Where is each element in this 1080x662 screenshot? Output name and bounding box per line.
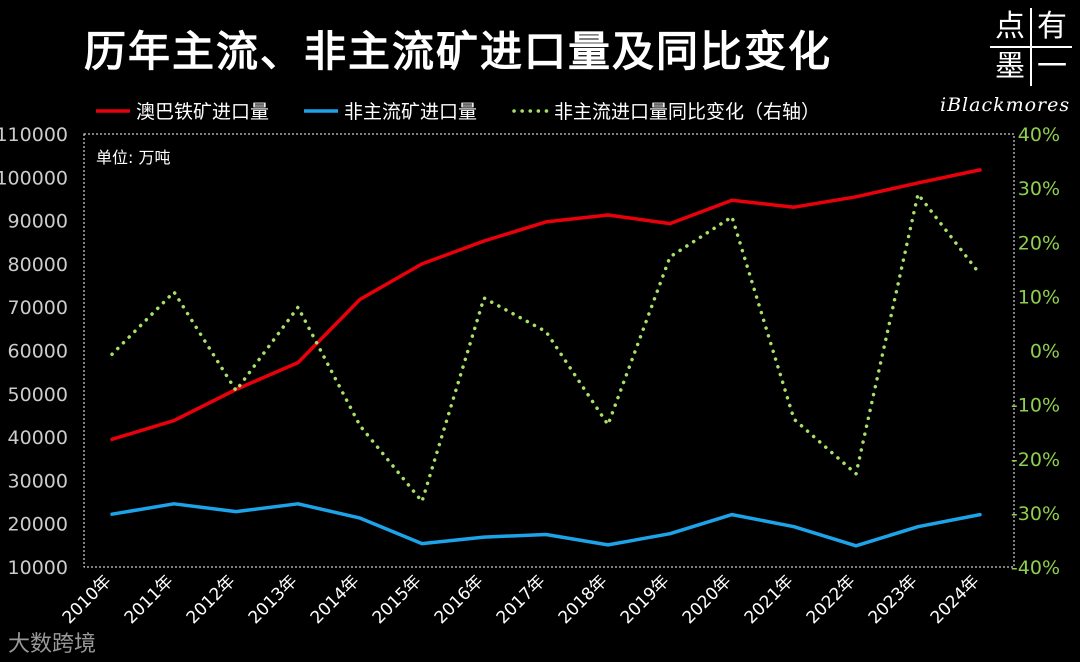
logo-char-1: 点 xyxy=(995,9,1025,44)
x-tick-label: 2024年 xyxy=(927,571,984,628)
logo-char-2: 有 xyxy=(1037,9,1067,44)
x-tick-label: 2022年 xyxy=(803,571,860,628)
right-tick-label: 10% xyxy=(1018,286,1060,308)
x-tick-label: 2012年 xyxy=(183,571,240,628)
chart-title: 历年主流、非主流矿进口量及同比变化 xyxy=(84,27,833,76)
logo-divider-h xyxy=(990,46,1072,48)
logo-char-4: 一 xyxy=(1037,49,1067,84)
x-tick-label: 2019年 xyxy=(617,571,674,628)
series-line-2 xyxy=(110,502,982,548)
x-tick-label: 2021年 xyxy=(741,571,798,628)
series-line-3 xyxy=(110,192,982,504)
left-axis: 10000 20000 30000 40000 50000 60000 70000 80000… xyxy=(0,124,68,579)
left-tick-label: 100000 xyxy=(0,167,68,189)
right-tick-label: 20% xyxy=(1018,232,1060,254)
left-tick-label: 20000 xyxy=(8,514,68,536)
watermark: 大数跨境 xyxy=(8,632,97,657)
legend-label-3: 非主流进口量同比变化（右轴） xyxy=(554,101,820,123)
right-tick-label: 30% xyxy=(1018,178,1060,200)
right-tick-label: -10% xyxy=(1011,395,1060,417)
logo: 点 有 墨 一 xyxy=(990,8,1072,86)
x-tick-label: 2015年 xyxy=(369,571,426,628)
left-tick-label: 70000 xyxy=(8,297,68,319)
x-tick-label: 2020年 xyxy=(679,571,736,628)
left-tick-label: 10000 xyxy=(8,557,68,579)
x-tick-label: 2023年 xyxy=(865,571,922,628)
legend: 澳巴铁矿进口量 非主流矿进口量 非主流进口量同比变化（右轴） xyxy=(96,101,820,123)
x-tick-label: 2018年 xyxy=(555,571,612,628)
x-tick-label: 2014年 xyxy=(307,571,364,628)
right-tick-label: 0% xyxy=(1030,341,1060,363)
left-tick-label: 30000 xyxy=(8,470,68,492)
right-tick-label: 40% xyxy=(1018,124,1060,146)
series-line-1 xyxy=(110,168,982,442)
left-tick-label: 80000 xyxy=(8,254,68,276)
right-tick-label: -30% xyxy=(1011,503,1060,525)
x-tick-label: 2010年 xyxy=(59,571,116,628)
left-tick-label: 40000 xyxy=(8,427,68,449)
left-tick-label: 110000 xyxy=(0,124,68,146)
unit-label: 单位: 万吨 xyxy=(96,148,170,167)
legend-label-1: 澳巴铁矿进口量 xyxy=(136,101,269,123)
right-tick-label: -40% xyxy=(1011,557,1060,579)
logo-char-3: 墨 xyxy=(995,49,1025,84)
legend-label-2: 非主流矿进口量 xyxy=(344,101,477,123)
left-tick-label: 60000 xyxy=(8,341,68,363)
x-tick-label: 2013年 xyxy=(245,571,302,628)
x-tick-label: 2011年 xyxy=(121,571,178,628)
x-axis: 2010年 2011年 2012年 2013年 2014年 2015年 2016年 2017年… xyxy=(59,571,984,628)
brand-name: iBlackmores xyxy=(940,94,1071,116)
right-tick-label: -20% xyxy=(1011,449,1060,471)
left-tick-label: 50000 xyxy=(8,384,68,406)
plot-frame xyxy=(83,133,1015,568)
left-tick-label: 90000 xyxy=(8,211,68,233)
series-layer xyxy=(110,168,982,548)
x-tick-label: 2016年 xyxy=(431,571,488,628)
right-axis: -40% -30% -20% -10% 0% 10% 20% 30% 40% xyxy=(1011,124,1060,579)
x-tick-label: 2017年 xyxy=(493,571,550,628)
